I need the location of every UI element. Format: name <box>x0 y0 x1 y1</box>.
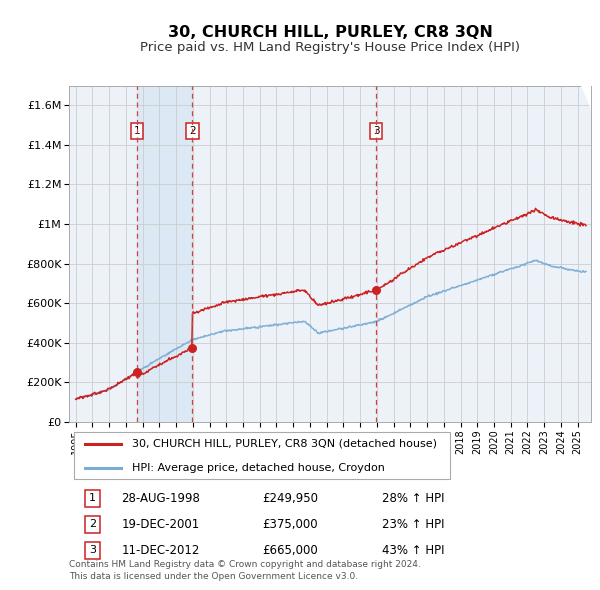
Text: 2: 2 <box>189 126 196 136</box>
FancyBboxPatch shape <box>74 431 450 479</box>
Text: 11-DEC-2012: 11-DEC-2012 <box>121 544 200 557</box>
Text: 2: 2 <box>89 519 96 529</box>
Text: £375,000: £375,000 <box>262 517 318 531</box>
Text: 19-DEC-2001: 19-DEC-2001 <box>121 517 199 531</box>
Text: Contains HM Land Registry data © Crown copyright and database right 2024.
This d: Contains HM Land Registry data © Crown c… <box>69 560 421 581</box>
Text: 1: 1 <box>89 493 96 503</box>
Text: £249,950: £249,950 <box>262 491 318 504</box>
Text: 3: 3 <box>89 545 96 555</box>
Text: 3: 3 <box>373 126 379 136</box>
Text: Price paid vs. HM Land Registry's House Price Index (HPI): Price paid vs. HM Land Registry's House … <box>140 41 520 54</box>
Text: £665,000: £665,000 <box>262 544 318 557</box>
Text: 28% ↑ HPI: 28% ↑ HPI <box>382 491 445 504</box>
Text: HPI: Average price, detached house, Croydon: HPI: Average price, detached house, Croy… <box>131 463 385 473</box>
Text: 43% ↑ HPI: 43% ↑ HPI <box>382 544 445 557</box>
Text: 1: 1 <box>134 126 140 136</box>
Text: 28-AUG-1998: 28-AUG-1998 <box>121 491 200 504</box>
Bar <box>137 86 193 422</box>
Text: 23% ↑ HPI: 23% ↑ HPI <box>382 517 445 531</box>
Text: 30, CHURCH HILL, PURLEY, CR8 3QN: 30, CHURCH HILL, PURLEY, CR8 3QN <box>167 25 493 40</box>
Text: 30, CHURCH HILL, PURLEY, CR8 3QN (detached house): 30, CHURCH HILL, PURLEY, CR8 3QN (detach… <box>131 439 437 449</box>
Polygon shape <box>581 86 591 109</box>
